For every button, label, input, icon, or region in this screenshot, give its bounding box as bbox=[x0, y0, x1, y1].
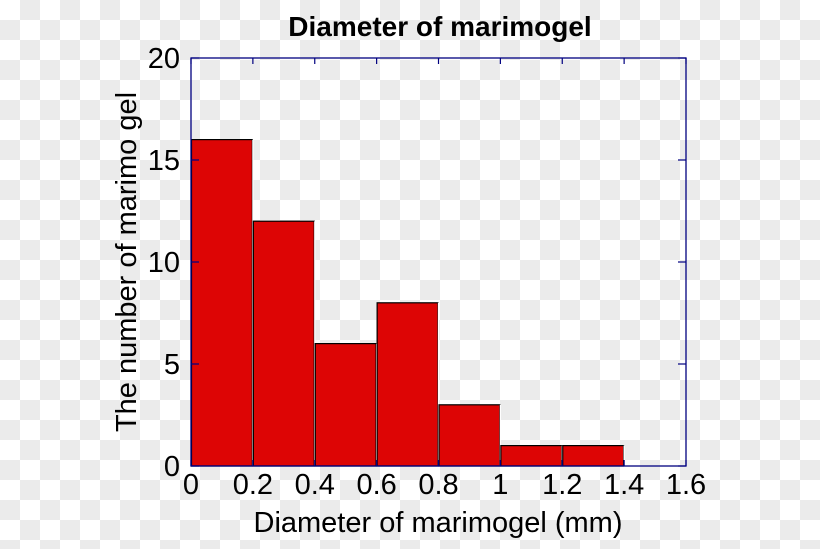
x-tick-label: 0.6 bbox=[356, 469, 396, 501]
histogram-bar bbox=[252, 220, 315, 467]
x-axis-label: Diameter of marimogel (mm) bbox=[254, 507, 623, 539]
histogram-bar bbox=[438, 404, 501, 467]
x-tick-label: 0.8 bbox=[418, 469, 458, 501]
histogram-bar bbox=[376, 302, 439, 467]
x-tick-label: 0 bbox=[183, 469, 199, 501]
histogram-bar bbox=[314, 343, 377, 467]
y-tick-label: 10 bbox=[148, 247, 180, 279]
x-tick-labels: 0 0.2 0.4 0.6 0.8 1 1.2 1.4 1.6 bbox=[183, 469, 706, 501]
histogram-bar bbox=[562, 445, 625, 467]
y-tick-label: 0 bbox=[164, 451, 180, 483]
chart-title: Diameter of marimogel bbox=[288, 11, 591, 42]
tick-marks bbox=[190, 57, 687, 467]
y-axis-label: The number of marimo gel bbox=[111, 92, 143, 432]
bars-group bbox=[190, 139, 625, 467]
x-tick-label: 1.4 bbox=[604, 469, 644, 501]
x-tick-label: 1 bbox=[492, 469, 508, 501]
x-tick-label: 0.2 bbox=[233, 469, 273, 501]
x-tick-label: 1.2 bbox=[542, 469, 582, 501]
x-tick-label: 0.4 bbox=[295, 469, 335, 501]
y-tick-labels: 0 5 10 15 20 bbox=[148, 43, 180, 483]
y-tick-label: 20 bbox=[148, 43, 180, 75]
histogram-bar bbox=[500, 445, 563, 467]
x-tick-label: 1.6 bbox=[666, 469, 706, 501]
histogram-bar bbox=[190, 139, 253, 467]
y-tick-label: 5 bbox=[164, 349, 180, 381]
y-tick-label: 15 bbox=[148, 145, 180, 177]
